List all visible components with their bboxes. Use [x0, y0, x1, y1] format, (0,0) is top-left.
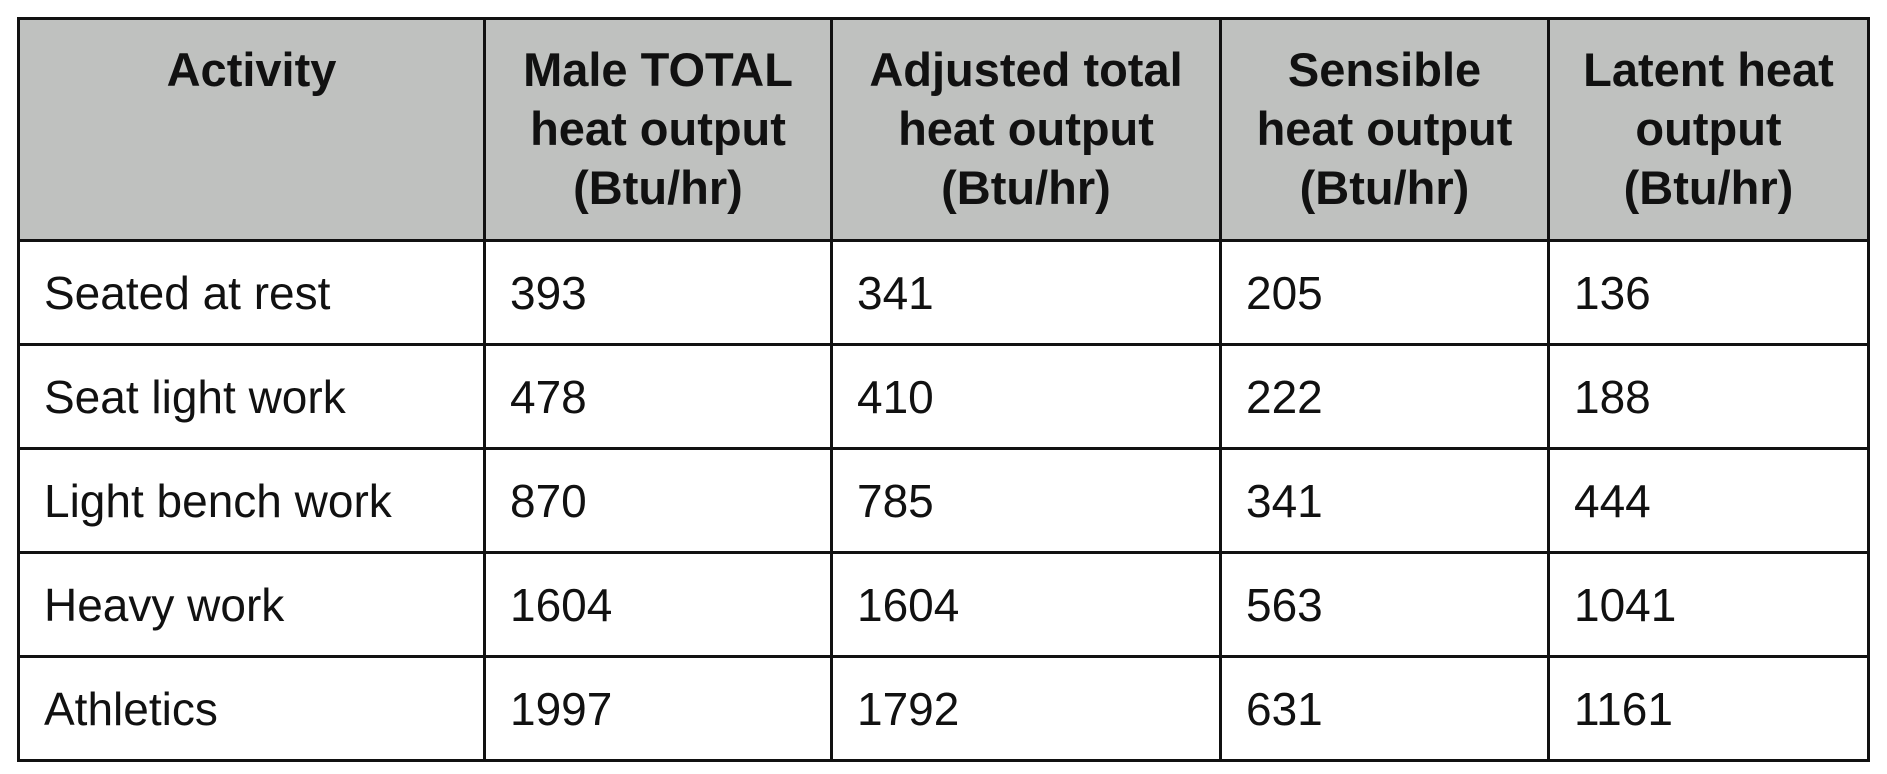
latent-cell: 1041	[1547, 551, 1870, 658]
table-row: Seated at rest 393 341 205 136	[17, 239, 1870, 346]
header-sensible-heat-output: Sensible heat output (Btu/hr)	[1219, 17, 1550, 242]
sensible-cell: 205	[1219, 239, 1550, 346]
male-total-cell: 478	[483, 343, 833, 450]
sensible-cell: 341	[1219, 447, 1550, 554]
adjusted-total-cell: 341	[830, 239, 1222, 346]
sensible-cell: 631	[1219, 655, 1550, 762]
table-row: Light bench work 870 785 341 444	[17, 447, 1870, 554]
header-latent-line-3: (Btu/hr)	[1623, 161, 1794, 214]
latent-cell: 1161	[1547, 655, 1870, 762]
header-adjusted-total-line-1: Adjusted total	[869, 43, 1183, 96]
table-row: Athletics 1997 1792 631 1161	[17, 655, 1870, 762]
header-sensible-line-2: heat output	[1256, 102, 1513, 155]
table-row: Heavy work 1604 1604 563 1041	[17, 551, 1870, 658]
activity-cell: Light bench work	[17, 447, 486, 554]
table-row: Seat light work 478 410 222 188	[17, 343, 1870, 450]
sensible-cell: 222	[1219, 343, 1550, 450]
header-male-total-line-3: (Btu/hr)	[573, 161, 743, 214]
adjusted-total-cell: 410	[830, 343, 1222, 450]
header-adjusted-total-heat-output: Adjusted total heat output (Btu/hr)	[830, 17, 1222, 242]
header-latent-line-2: output	[1635, 102, 1782, 155]
activity-cell: Seated at rest	[17, 239, 486, 346]
header-activity-line-1: Activity	[166, 43, 337, 96]
activity-cell: Seat light work	[17, 343, 486, 450]
table-body: Seated at rest 393 341 205 136 Seat ligh…	[17, 239, 1870, 762]
header-latent-line-1: Latent heat	[1583, 43, 1834, 96]
header-sensible-line-3: (Btu/hr)	[1299, 161, 1470, 214]
adjusted-total-cell: 1604	[830, 551, 1222, 658]
latent-cell: 188	[1547, 343, 1870, 450]
activity-cell: Athletics	[17, 655, 486, 762]
table-header: Activity Male TOTAL heat output (Btu/hr)…	[17, 17, 1870, 242]
male-total-cell: 393	[483, 239, 833, 346]
header-activity: Activity	[17, 17, 486, 242]
adjusted-total-cell: 1792	[830, 655, 1222, 762]
header-male-total-line-2: heat output	[530, 102, 786, 155]
heat-output-table: Activity Male TOTAL heat output (Btu/hr)…	[17, 17, 1870, 762]
latent-cell: 136	[1547, 239, 1870, 346]
heat-output-table-container: Activity Male TOTAL heat output (Btu/hr)…	[17, 17, 1870, 762]
activity-cell: Heavy work	[17, 551, 486, 658]
adjusted-total-cell: 785	[830, 447, 1222, 554]
header-male-total-heat-output: Male TOTAL heat output (Btu/hr)	[483, 17, 833, 242]
latent-cell: 444	[1547, 447, 1870, 554]
male-total-cell: 1997	[483, 655, 833, 762]
header-latent-heat-output: Latent heat output (Btu/hr)	[1547, 17, 1870, 242]
header-sensible-line-1: Sensible	[1287, 43, 1482, 96]
header-adjusted-total-line-2: heat output	[898, 102, 1154, 155]
header-male-total-line-1: Male TOTAL	[523, 43, 793, 96]
male-total-cell: 870	[483, 447, 833, 554]
header-adjusted-total-line-3: (Btu/hr)	[941, 161, 1111, 214]
male-total-cell: 1604	[483, 551, 833, 658]
sensible-cell: 563	[1219, 551, 1550, 658]
header-row: Activity Male TOTAL heat output (Btu/hr)…	[17, 17, 1870, 242]
